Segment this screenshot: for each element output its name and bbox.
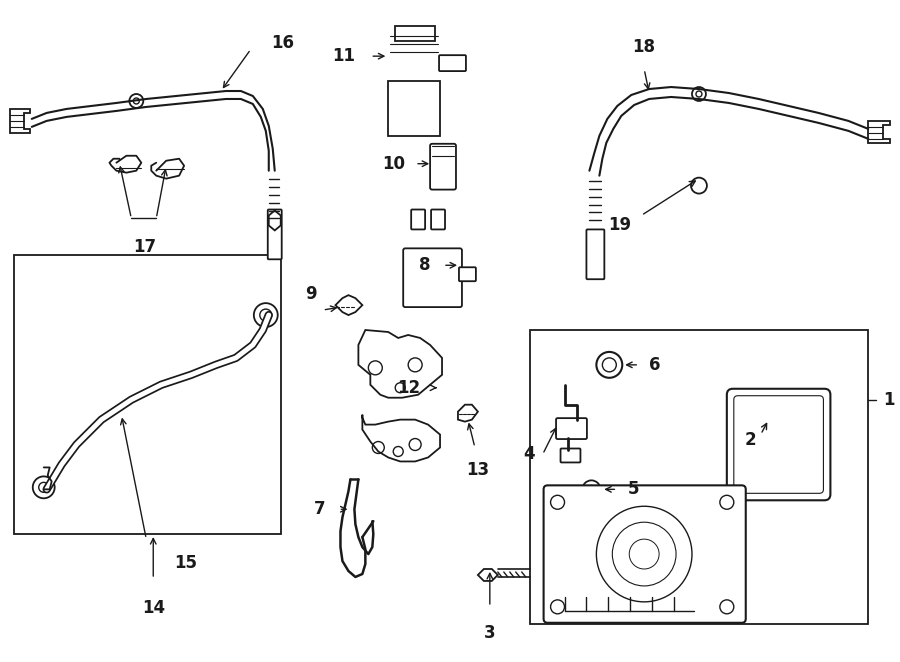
Circle shape	[588, 485, 596, 493]
Text: 6: 6	[649, 356, 661, 374]
FancyBboxPatch shape	[439, 55, 466, 71]
Polygon shape	[336, 295, 363, 315]
Polygon shape	[868, 121, 890, 143]
FancyBboxPatch shape	[544, 485, 746, 623]
FancyBboxPatch shape	[561, 448, 581, 463]
Circle shape	[691, 177, 707, 193]
FancyBboxPatch shape	[430, 144, 456, 189]
Bar	[530, 330, 868, 624]
FancyBboxPatch shape	[411, 209, 425, 230]
FancyBboxPatch shape	[388, 81, 440, 136]
Bar	[14, 256, 281, 534]
Text: 3: 3	[484, 624, 496, 641]
Text: 9: 9	[305, 285, 317, 303]
FancyBboxPatch shape	[403, 248, 462, 307]
FancyBboxPatch shape	[727, 389, 831, 500]
Polygon shape	[358, 330, 442, 398]
Text: 13: 13	[466, 461, 490, 479]
FancyBboxPatch shape	[556, 418, 587, 439]
Circle shape	[692, 87, 706, 101]
Text: 8: 8	[418, 256, 430, 274]
Bar	[395, 26, 435, 41]
Circle shape	[597, 352, 622, 378]
Text: 5: 5	[627, 481, 639, 498]
FancyBboxPatch shape	[431, 209, 445, 230]
Polygon shape	[363, 414, 440, 461]
FancyBboxPatch shape	[587, 230, 604, 279]
Text: 7: 7	[314, 500, 326, 518]
Text: 11: 11	[332, 47, 356, 65]
Circle shape	[130, 94, 143, 108]
Text: 4: 4	[523, 446, 535, 463]
Polygon shape	[478, 569, 498, 581]
FancyBboxPatch shape	[459, 267, 476, 281]
Circle shape	[602, 358, 616, 372]
Polygon shape	[10, 109, 30, 133]
Text: 15: 15	[175, 554, 198, 572]
FancyBboxPatch shape	[268, 209, 282, 260]
Text: 17: 17	[132, 238, 156, 256]
Text: 12: 12	[397, 379, 420, 397]
Circle shape	[582, 481, 600, 498]
Text: 18: 18	[633, 38, 656, 56]
Text: 2: 2	[745, 430, 757, 449]
Text: 10: 10	[382, 155, 405, 173]
Polygon shape	[458, 404, 478, 422]
Circle shape	[254, 303, 278, 327]
Text: 19: 19	[608, 216, 631, 234]
Circle shape	[32, 477, 55, 498]
Text: 16: 16	[271, 34, 293, 52]
Text: 14: 14	[141, 599, 165, 617]
Text: 1: 1	[883, 391, 895, 408]
Polygon shape	[269, 211, 281, 230]
